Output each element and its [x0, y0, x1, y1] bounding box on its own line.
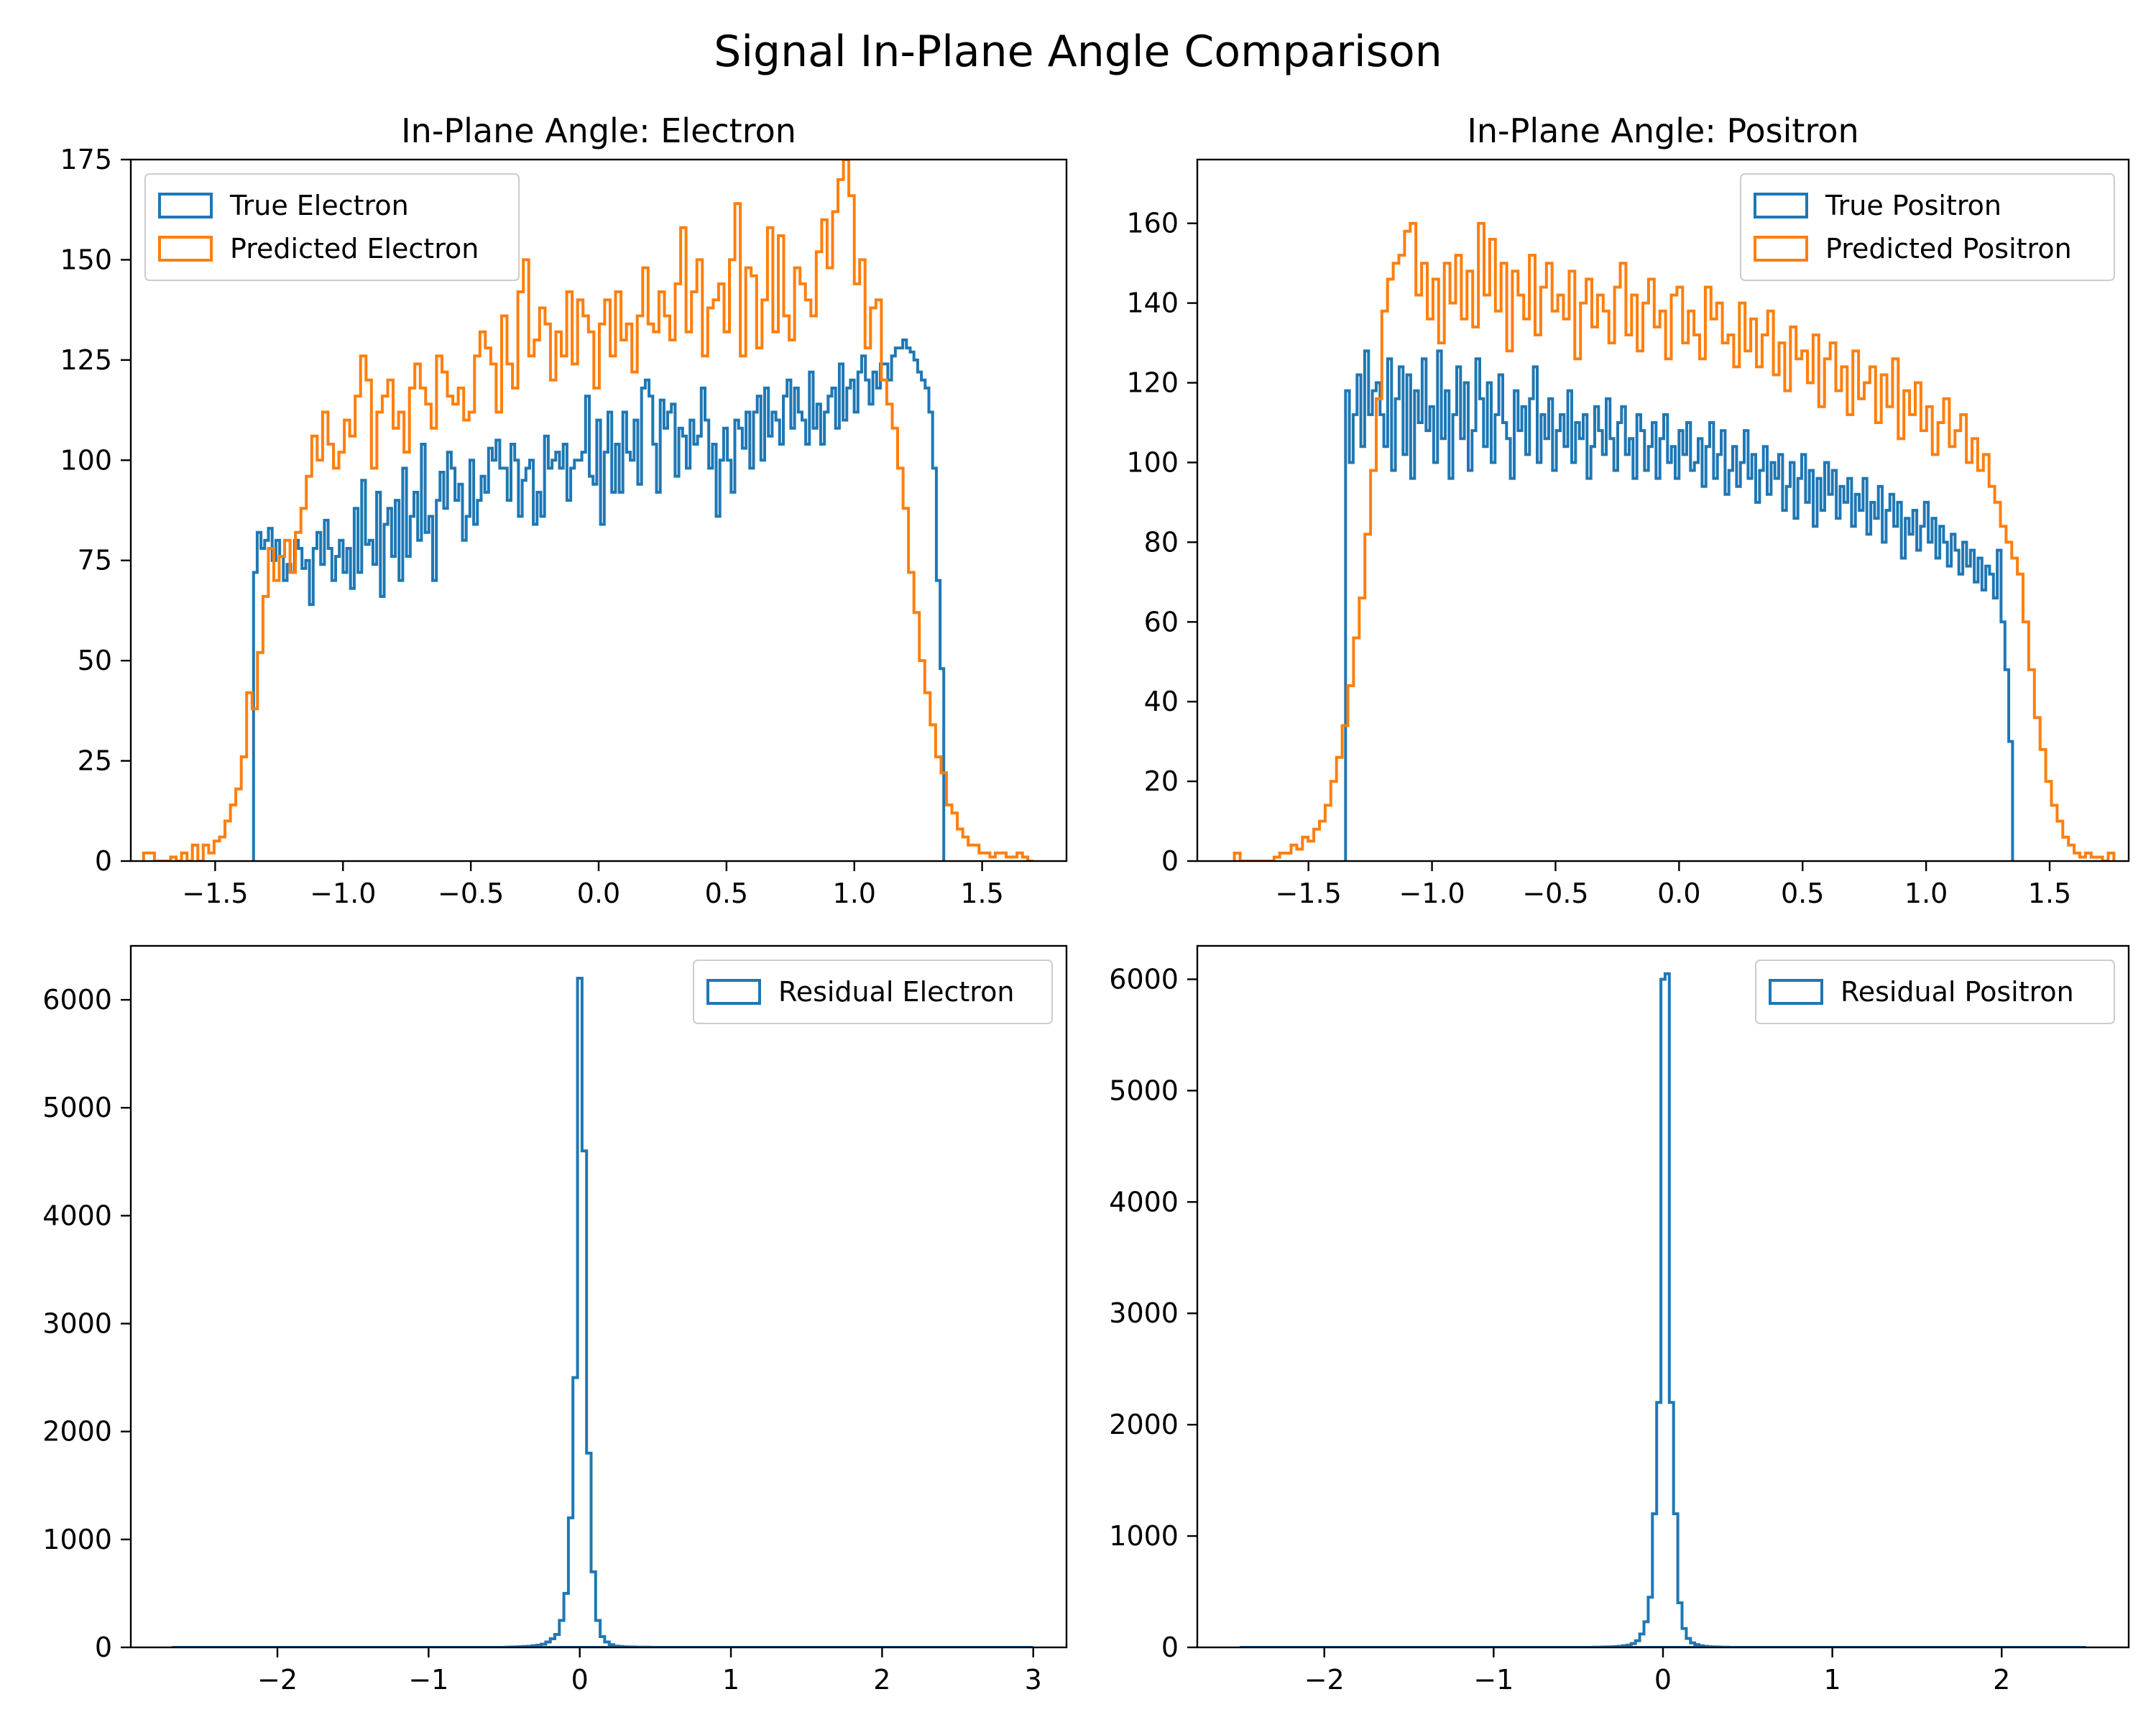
- x-tick-label: −1.5: [1276, 878, 1342, 909]
- legend-label: Residual Positron: [1841, 976, 2074, 1008]
- y-tick-label: 160: [1126, 208, 1179, 239]
- y-tick-label: 125: [60, 344, 112, 376]
- x-tick-label: −1.0: [310, 878, 376, 909]
- x-tick-label: 1.5: [960, 878, 1003, 909]
- y-tick-label: 4000: [42, 1200, 112, 1231]
- legend-label: Predicted Positron: [1825, 233, 2072, 264]
- y-tick-label: 1000: [42, 1524, 112, 1555]
- x-tick-label: −1: [408, 1664, 448, 1696]
- x-tick-label: 2: [873, 1664, 890, 1696]
- x-tick-label: 0: [1654, 1664, 1672, 1696]
- series-secondary-histogram: [142, 160, 1033, 861]
- y-tick-label: 6000: [1109, 963, 1179, 995]
- legend-swatch: [1754, 193, 1808, 218]
- x-tick-label: −1.5: [182, 878, 248, 909]
- x-tick-label: 0.0: [1657, 878, 1700, 909]
- x-tick-label: −1.0: [1399, 878, 1465, 909]
- series-primary-histogram: [1344, 349, 2014, 861]
- y-tick-label: 3000: [42, 1308, 112, 1340]
- y-tick-label: 40: [1144, 686, 1179, 717]
- x-tick-label: 1.0: [833, 878, 876, 909]
- legend-swatch: [1754, 236, 1808, 262]
- y-tick-label: 3000: [1109, 1297, 1179, 1329]
- x-tick-label: −2: [1304, 1664, 1345, 1696]
- legend-swatch: [706, 979, 761, 1005]
- legend: Residual Positron: [1755, 960, 2115, 1024]
- panel-residual-electron: −2 −1 0 1 2 3 0 1000 2000 3000 4000 5000 6000 Residua…: [42, 944, 1068, 1696]
- y-tick-label: 75: [78, 545, 112, 576]
- y-tick-label: 2000: [42, 1416, 112, 1448]
- x-tick-label: −0.5: [1522, 878, 1588, 909]
- legend: True Electron Predicted Electron: [144, 173, 520, 281]
- y-tick-label: 0: [95, 1632, 112, 1663]
- y-tick-label: 6000: [42, 984, 112, 1016]
- y-tick-label: 0: [95, 845, 112, 877]
- axes-title: In-Plane Angle: Positron: [1467, 111, 1858, 150]
- y-tick-label: 20: [1144, 765, 1179, 797]
- legend-box: [1755, 960, 2115, 1024]
- y-tick-label: 120: [1126, 367, 1179, 399]
- y-tick-label: 0: [1161, 845, 1179, 877]
- y-tick-label: 140: [1126, 288, 1179, 319]
- x-tick-label: 1.5: [2028, 878, 2071, 909]
- y-tick-label: 5000: [42, 1092, 112, 1123]
- legend-box: [1740, 173, 2115, 281]
- x-tick-label: −1: [1473, 1664, 1514, 1696]
- y-tick-label: 60: [1144, 606, 1179, 638]
- x-tick-label: 0.5: [1781, 878, 1824, 909]
- x-tick-label: 1.0: [1904, 878, 1948, 909]
- x-tick-label: 0: [571, 1664, 589, 1696]
- y-tick-label: 100: [60, 444, 112, 476]
- x-tick-label: −2: [257, 1664, 298, 1696]
- panel-positron: In-Plane Angle: Positron −1.5 −1.0 −0.5 0.0 0…: [1126, 111, 2130, 909]
- series-secondary-histogram: [1233, 221, 2116, 861]
- legend-swatch: [1769, 979, 1823, 1005]
- x-tick-label: 0.0: [577, 878, 620, 909]
- y-tick-label: 5000: [1109, 1075, 1179, 1106]
- x-tick-label: 1: [722, 1664, 740, 1696]
- y-tick-label: 80: [1144, 526, 1179, 558]
- x-tick-label: 3: [1025, 1664, 1042, 1696]
- panel-residual-positron: −2 −1 0 1 2 0 1000 2000 3000 4000 5000 6000 Residual…: [1109, 944, 2130, 1696]
- legend-label: Residual Electron: [778, 976, 1014, 1008]
- y-tick-label: 50: [78, 645, 112, 676]
- y-tick-label: 175: [60, 144, 112, 175]
- y-tick-label: 25: [78, 745, 112, 777]
- series-primary-histogram: [252, 339, 946, 861]
- legend-box: [144, 173, 520, 281]
- y-tick-label: 150: [60, 244, 112, 275]
- y-tick-label: 4000: [1109, 1186, 1179, 1218]
- legend-label: True Electron: [229, 190, 409, 221]
- legend-label: True Positron: [1825, 190, 2001, 221]
- legend-box: [693, 960, 1053, 1024]
- x-tick-label: 2: [1993, 1664, 2010, 1696]
- x-tick-label: 1: [1824, 1664, 1841, 1696]
- legend-swatch: [158, 193, 213, 218]
- axes-frame: [1196, 158, 2130, 862]
- panel-electron: In-Plane Angle: Electron −1.5 −1.0 −0.5 0.0 0…: [60, 111, 1068, 909]
- axes-title: In-Plane Angle: Electron: [401, 111, 796, 150]
- x-tick-label: −0.5: [438, 878, 504, 909]
- legend: Residual Electron: [693, 960, 1053, 1024]
- x-tick-label: 0.5: [705, 878, 748, 909]
- y-tick-label: 0: [1161, 1632, 1179, 1663]
- y-tick-label: 1000: [1109, 1520, 1179, 1552]
- legend-swatch: [158, 236, 213, 262]
- legend: True Positron Predicted Positron: [1740, 173, 2115, 281]
- y-tick-label: 2000: [1109, 1409, 1179, 1440]
- y-tick-label: 100: [1126, 446, 1179, 478]
- axes-frame: [129, 944, 1068, 1649]
- legend-label: Predicted Electron: [230, 233, 479, 264]
- figure-title: Signal In-Plane Angle Comparison: [714, 27, 1442, 77]
